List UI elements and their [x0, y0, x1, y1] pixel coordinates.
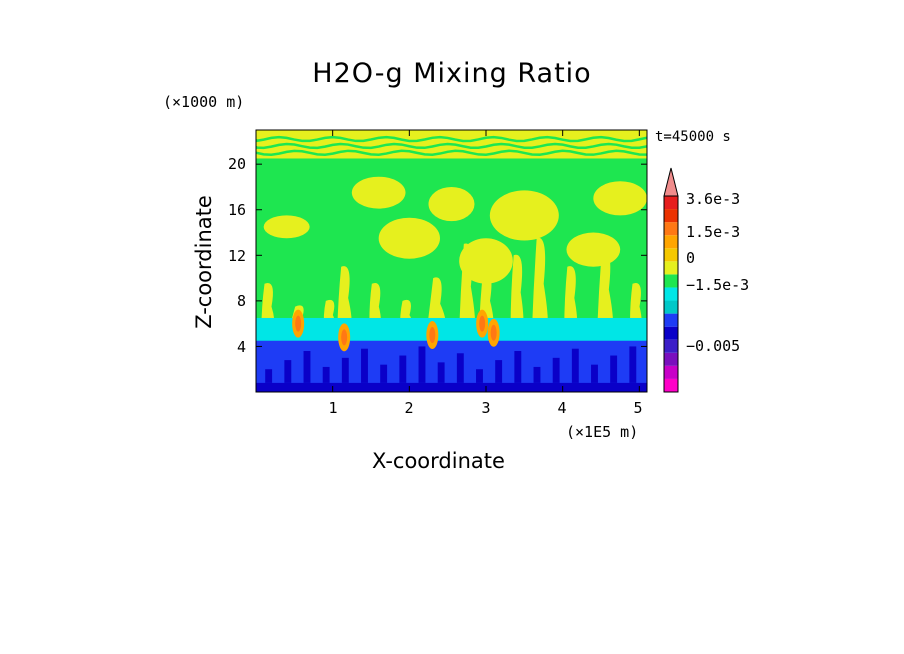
- colorbar-segment: [664, 339, 678, 353]
- plume: [426, 277, 446, 330]
- dry-cell: [284, 360, 292, 383]
- colorbar-segment: [664, 300, 678, 314]
- colorbar-segment: [664, 196, 678, 210]
- moist-patch: [459, 238, 513, 284]
- dry-cell: [495, 360, 503, 383]
- plume: [564, 266, 578, 330]
- x-tick-label: 1: [328, 399, 338, 417]
- plume: [630, 283, 642, 330]
- dry-cell: [265, 369, 273, 383]
- plume: [510, 254, 524, 330]
- colorbar-label: −0.005: [686, 337, 741, 355]
- colorbar-segment: [664, 248, 678, 262]
- colorbar-arrow: [663, 167, 679, 197]
- dry-cell: [303, 350, 311, 383]
- plume: [532, 237, 548, 330]
- dry-cell: [437, 362, 445, 383]
- dry-cell: [629, 346, 637, 383]
- surface-layer: [256, 382, 647, 392]
- plume: [459, 243, 476, 330]
- colorbar-segment: [664, 274, 678, 288]
- moist-patch: [428, 186, 475, 222]
- x-axis-multiplier: (×1E5 m): [566, 423, 639, 441]
- y-axis-multiplier: (×1000 m): [163, 93, 245, 111]
- moist-core-inner: [490, 324, 497, 341]
- plot-border: [255, 129, 648, 393]
- plume: [261, 283, 275, 330]
- moist-patch: [263, 215, 310, 239]
- plume: [337, 266, 352, 330]
- moist-core-inner: [295, 315, 302, 332]
- dry-cell: [552, 357, 560, 383]
- dry-cell: [322, 366, 330, 383]
- colorbar-segment: [664, 326, 678, 340]
- upper-stripe: [256, 149, 647, 156]
- colorbar-segment: [664, 235, 678, 249]
- colorbar-segment: [664, 365, 678, 379]
- moist-core-inner: [479, 315, 486, 332]
- moist-patch: [593, 181, 647, 216]
- dry-cell: [456, 353, 464, 383]
- x-axis-label: X-coordinate: [372, 449, 505, 473]
- y-tick-label: 4: [236, 338, 246, 356]
- colorbar-segment: [664, 287, 678, 301]
- y-tick-label: 12: [227, 247, 246, 265]
- moist-patch: [566, 232, 621, 267]
- y-tick-label: 16: [227, 201, 246, 219]
- moist-core-inner: [429, 327, 436, 344]
- colorbar-segment: [664, 313, 678, 327]
- colorbar-label: −1.5e-3: [686, 276, 750, 294]
- plume: [369, 283, 381, 330]
- dry-cell: [399, 355, 407, 383]
- moist-patch: [378, 217, 441, 259]
- chart-title: H2O-g Mixing Ratio: [312, 58, 592, 89]
- moist-patch: [351, 176, 406, 209]
- x-tick-label: 5: [633, 399, 643, 417]
- dry-cell: [341, 357, 349, 383]
- y-tick-label: 20: [227, 155, 246, 173]
- time-label: t=45000 s: [655, 129, 731, 145]
- dry-cell: [591, 364, 598, 383]
- upper-stripe: [256, 142, 647, 150]
- contour-field: [256, 130, 647, 392]
- y-tick-label: 8: [236, 292, 246, 310]
- dry-cell: [514, 350, 522, 383]
- x-tick-label: 2: [404, 399, 414, 417]
- colorbar-label: 3.6e-3: [686, 190, 741, 208]
- dry-cell: [571, 348, 579, 383]
- dry-cell: [610, 355, 618, 383]
- x-tick-label: 4: [557, 399, 567, 417]
- dry-cell: [361, 348, 368, 383]
- colorbar-segment: [664, 222, 678, 236]
- dry-cell: [476, 369, 483, 383]
- colorbar-segment: [664, 261, 678, 275]
- colorbar-label: 1.5e-3: [686, 223, 741, 241]
- dry-cell: [418, 346, 426, 383]
- colorbar-label: 0: [686, 249, 696, 267]
- dry-cell: [533, 366, 541, 383]
- moist-patch: [489, 190, 559, 241]
- moist-core-inner: [341, 329, 348, 346]
- upper-stripe: [256, 135, 647, 143]
- dry-cell: [380, 364, 388, 383]
- colorbar-border: [663, 195, 679, 393]
- colorbar-segment: [664, 352, 678, 366]
- colorbar-segment: [664, 378, 678, 392]
- colorbar-segment: [664, 209, 678, 223]
- plume: [597, 249, 614, 330]
- x-tick-label: 3: [481, 399, 491, 417]
